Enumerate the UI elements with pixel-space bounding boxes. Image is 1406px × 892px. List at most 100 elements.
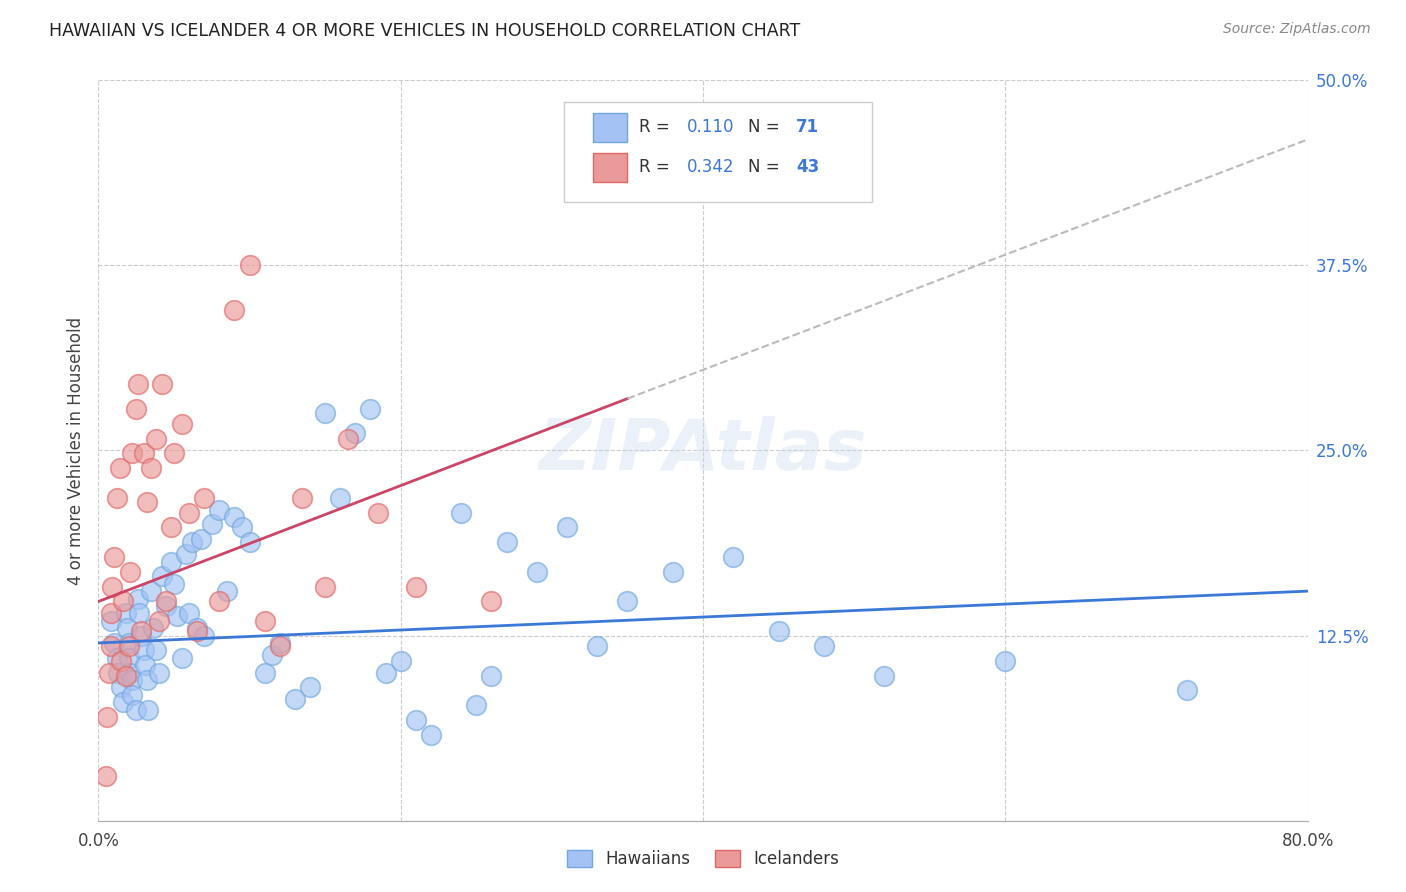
Point: [110, 681, 132, 695]
Point: [148, 665, 170, 680]
Point: [163, 576, 186, 591]
Point: [1175, 683, 1198, 698]
Point: [360, 402, 382, 417]
FancyBboxPatch shape: [564, 103, 872, 202]
Point: [314, 407, 336, 421]
Point: [107, 665, 129, 680]
Point: [208, 502, 231, 516]
Point: [120, 665, 142, 680]
Point: [193, 491, 215, 505]
Text: R =: R =: [638, 119, 675, 136]
Point: [215, 584, 238, 599]
Point: [111, 695, 134, 709]
Point: [170, 417, 193, 431]
Point: [135, 495, 157, 509]
Point: [269, 639, 291, 653]
Point: [253, 665, 276, 680]
Point: [224, 510, 246, 524]
Point: [224, 302, 246, 317]
Point: [129, 628, 152, 642]
Point: [586, 154, 609, 169]
Point: [190, 533, 212, 547]
Point: [405, 580, 427, 594]
Point: [239, 259, 262, 273]
Point: [420, 728, 443, 742]
Point: [193, 628, 215, 642]
Point: [136, 703, 159, 717]
Point: [100, 639, 122, 653]
Text: N =: N =: [748, 119, 785, 136]
Legend: Hawaiians, Icelanders: Hawaiians, Icelanders: [560, 843, 846, 875]
Point: [481, 668, 503, 682]
Point: [118, 639, 141, 653]
Point: [389, 654, 412, 668]
Point: [208, 594, 231, 608]
Point: [105, 491, 128, 505]
Point: [239, 535, 262, 549]
Point: [134, 658, 156, 673]
Point: [121, 688, 143, 702]
Point: [132, 446, 155, 460]
Point: [813, 639, 835, 653]
Point: [96, 710, 118, 724]
Point: [481, 594, 503, 608]
Text: HAWAIIAN VS ICELANDER 4 OR MORE VEHICLES IN HOUSEHOLD CORRELATION CHART: HAWAIIAN VS ICELANDER 4 OR MORE VEHICLES…: [49, 22, 800, 40]
Point: [150, 569, 173, 583]
Point: [121, 446, 143, 460]
Point: [723, 550, 745, 565]
Point: [179, 607, 201, 621]
Point: [94, 769, 117, 783]
Point: [141, 461, 163, 475]
Point: [284, 692, 307, 706]
Point: [586, 639, 609, 653]
Point: [125, 703, 148, 717]
Point: [114, 668, 136, 682]
Point: [314, 580, 336, 594]
Point: [118, 636, 141, 650]
Point: [994, 654, 1017, 668]
FancyBboxPatch shape: [593, 153, 627, 182]
Point: [108, 461, 131, 475]
FancyBboxPatch shape: [593, 112, 627, 142]
Point: [181, 535, 204, 549]
Point: [186, 624, 208, 639]
Point: [127, 591, 149, 606]
Point: [101, 580, 124, 594]
Point: [121, 673, 143, 687]
Text: ZIPAtlas: ZIPAtlas: [538, 416, 868, 485]
Point: [111, 594, 134, 608]
Point: [114, 607, 136, 621]
Point: [132, 643, 155, 657]
Point: [103, 550, 125, 565]
Point: [155, 594, 177, 608]
Point: [155, 599, 177, 613]
Point: [145, 432, 167, 446]
Point: [179, 506, 201, 520]
Point: [231, 520, 253, 534]
Point: [105, 650, 128, 665]
Point: [269, 636, 291, 650]
Text: 43: 43: [796, 159, 820, 177]
Point: [160, 520, 183, 534]
Y-axis label: 4 or more Vehicles in Household: 4 or more Vehicles in Household: [66, 317, 84, 584]
Text: Source: ZipAtlas.com: Source: ZipAtlas.com: [1223, 22, 1371, 37]
Point: [768, 624, 790, 639]
Point: [141, 584, 163, 599]
Text: 0.110: 0.110: [688, 119, 735, 136]
Point: [374, 665, 396, 680]
Point: [299, 681, 322, 695]
Point: [125, 402, 148, 417]
Point: [166, 609, 188, 624]
Point: [145, 643, 167, 657]
Point: [100, 607, 122, 621]
Point: [118, 650, 141, 665]
Point: [526, 565, 548, 579]
Point: [129, 624, 152, 639]
Point: [135, 673, 157, 687]
Point: [115, 621, 138, 635]
Point: [100, 614, 122, 628]
Point: [103, 636, 125, 650]
Point: [253, 614, 276, 628]
Point: [495, 535, 517, 549]
Point: [405, 713, 427, 727]
